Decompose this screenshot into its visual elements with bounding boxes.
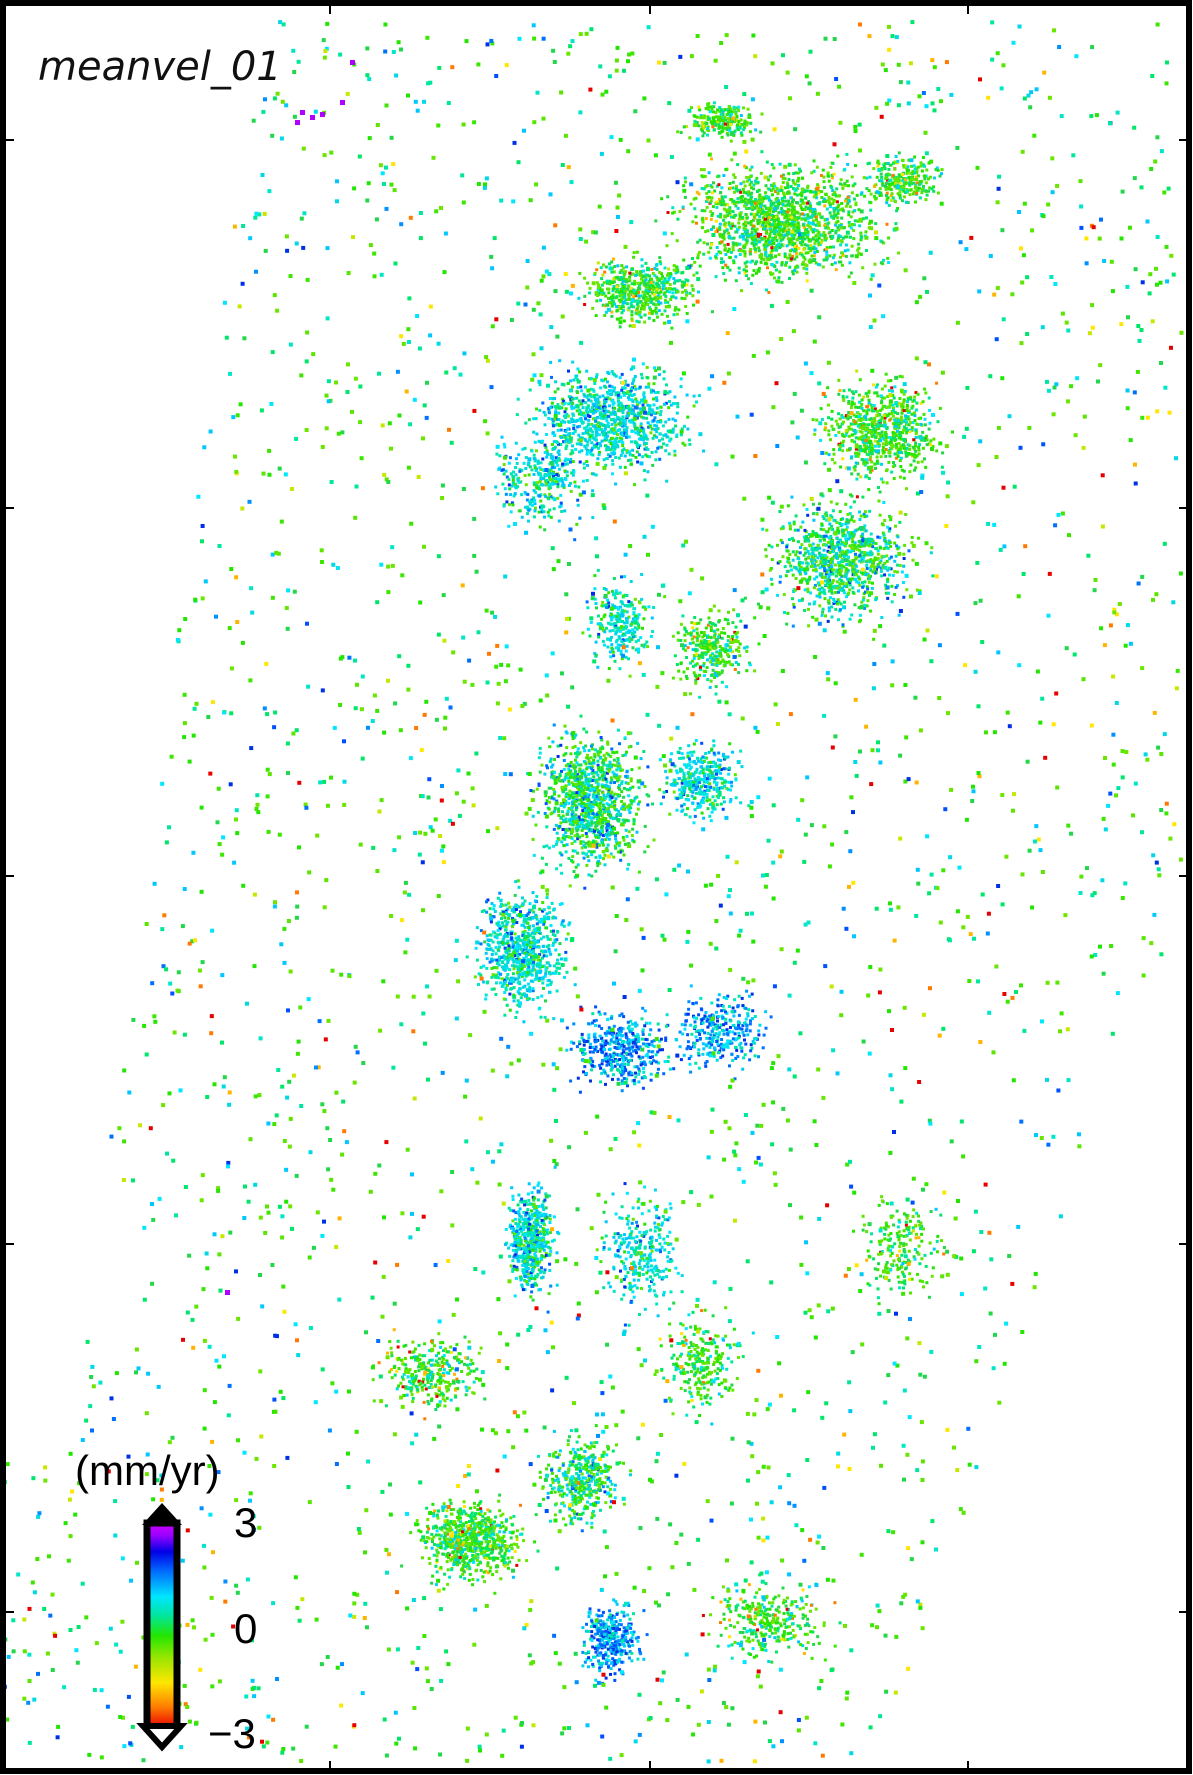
colorbar-min-label: −3 [208, 1710, 256, 1757]
colorbar: (mm/yr) 3 0 −3 [75, 1447, 257, 1757]
velocity-points [2, 20, 1184, 1764]
colorbar-unit-label: (mm/yr) [75, 1447, 220, 1494]
colorbar-mid-label: 0 [234, 1605, 257, 1652]
colorbar-max-label: 3 [234, 1499, 257, 1546]
colorbar-gradient [143, 1519, 181, 1732]
frame-ticks [3, 3, 1189, 1771]
colorbar-bottom-arrow [136, 1723, 188, 1752]
map-title: meanvel_01 [38, 44, 282, 90]
